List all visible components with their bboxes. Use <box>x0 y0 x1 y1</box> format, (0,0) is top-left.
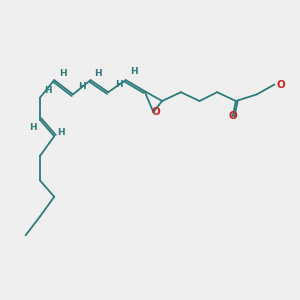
Text: H: H <box>57 128 64 137</box>
Text: H: H <box>94 69 102 78</box>
Text: O: O <box>228 111 237 122</box>
Text: O: O <box>276 80 285 89</box>
Text: H: H <box>29 123 37 132</box>
Text: H: H <box>59 69 67 78</box>
Text: H: H <box>44 85 51 94</box>
Text: H: H <box>78 82 85 91</box>
Text: H: H <box>130 67 137 76</box>
Text: O: O <box>152 107 160 117</box>
Text: H: H <box>116 80 123 89</box>
